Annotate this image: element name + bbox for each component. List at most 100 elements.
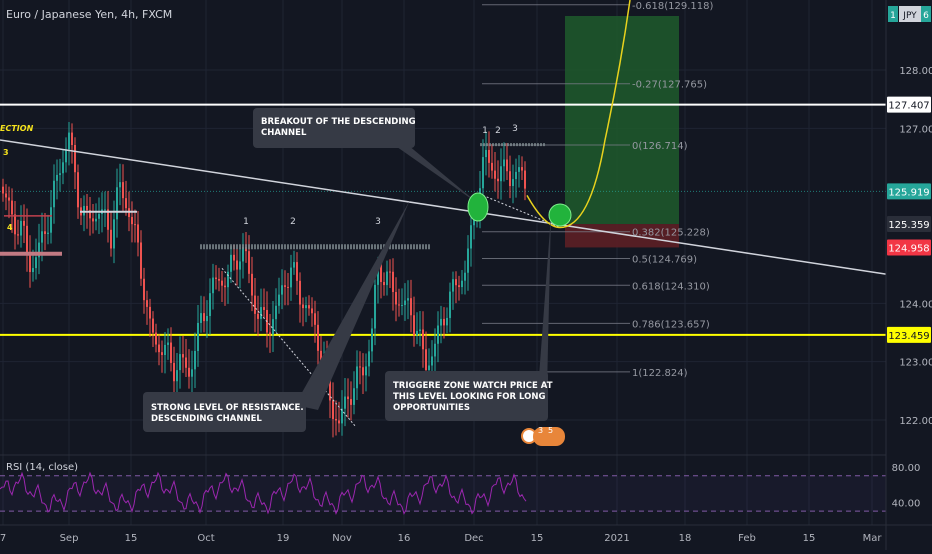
fib-label-4: 0.5(124.769) [632, 254, 697, 265]
candle-body [341, 408, 343, 424]
candle-body [74, 144, 76, 173]
event-badge-bg [533, 427, 565, 446]
candle-body [56, 174, 58, 181]
time-tick-3: Oct [197, 533, 214, 544]
candle-body [110, 229, 112, 249]
candle-body [44, 231, 46, 234]
rsi-tick-1: 40.00 [892, 498, 921, 509]
pattern-label-5: 3 [512, 124, 518, 134]
candle-body [419, 329, 421, 331]
candle-body [20, 220, 22, 236]
currency-badge-bg [899, 6, 921, 22]
event-badge-0: 3 [538, 426, 543, 435]
candle-body [293, 262, 295, 268]
candle-body [146, 300, 148, 307]
candle-body [17, 234, 19, 236]
candle-body [365, 366, 367, 376]
breakout-line-1: BREAKOUT OF THE DESCENDING [261, 117, 416, 127]
fib-label-5: 0.618(124.310) [632, 281, 710, 292]
resistance-line-2: DESCENDING CHANNEL [151, 414, 262, 424]
candle-body [140, 242, 142, 279]
fib-label-7: 1(122.824) [632, 368, 688, 379]
fib-label-2: 0(126.714) [632, 141, 688, 152]
time-tick-0: 7 [0, 533, 6, 544]
candle-body [458, 285, 460, 288]
projection-curve [526, 0, 631, 229]
price-tag-3-bg [887, 239, 931, 256]
candle-body [359, 366, 361, 368]
pattern-label-3: 1 [482, 126, 488, 136]
candle-body [125, 198, 127, 209]
candle-body [377, 264, 379, 285]
candle-body [254, 295, 256, 314]
candle-body [287, 286, 289, 288]
rsi-tick-0: 80.00 [892, 463, 921, 474]
candle-body [257, 313, 259, 319]
candle-body [236, 260, 238, 270]
resistance-callout-bg [143, 392, 306, 432]
candle-body [62, 162, 64, 174]
candle-body [434, 343, 436, 357]
candle-body [461, 280, 463, 288]
candle-body [185, 357, 187, 368]
candle-body [152, 318, 154, 333]
pattern-label-2: 3 [375, 217, 381, 227]
candle-body [284, 285, 286, 287]
price-tag-4-bg [887, 326, 931, 343]
candle-body [188, 367, 190, 377]
time-tick-2: 15 [125, 533, 138, 544]
time-tick-5: Nov [332, 533, 352, 544]
candle-body [92, 218, 94, 222]
breakout-callout-bg [253, 108, 415, 148]
candle-body [515, 171, 517, 180]
candle-body [356, 366, 358, 389]
candle-body [422, 329, 424, 350]
candle-body [5, 193, 7, 198]
rsi-title: RSI (14, close) [6, 462, 78, 473]
candle-body [512, 179, 514, 187]
candle-body [497, 178, 499, 182]
candle-body [23, 220, 25, 226]
price-tick-3: 123.000 [899, 358, 932, 369]
time-tick-4: 19 [277, 533, 290, 544]
candle-body [401, 305, 403, 307]
candle-body [263, 307, 265, 310]
candle-body [413, 315, 415, 335]
candle-body [41, 231, 43, 243]
candle-body [371, 328, 373, 352]
candle-body [509, 171, 511, 187]
candle-body [11, 200, 13, 215]
candle-body [131, 216, 133, 225]
candle-body [311, 308, 313, 314]
candle-body [197, 322, 199, 351]
candle-body [416, 330, 418, 335]
fib-label-6: 0.786(123.657) [632, 319, 710, 330]
price-tick-4: 122.000 [899, 416, 932, 427]
candle-body [431, 356, 433, 366]
candle-body [272, 319, 274, 335]
candle-body [305, 305, 307, 309]
candle-body [383, 281, 385, 286]
candle-body [344, 396, 346, 409]
rsi-band [0, 475, 886, 512]
candle-body [506, 159, 508, 172]
candle-body [182, 354, 184, 358]
candle-body [179, 354, 181, 371]
candle-body [278, 294, 280, 306]
candle-body [302, 304, 304, 309]
pattern-label-1: 2 [290, 217, 296, 227]
candle-body [503, 159, 505, 167]
candle-body [494, 170, 496, 179]
trigger-circle [548, 203, 572, 227]
candle-body [410, 298, 412, 316]
price-tag-0-bg [887, 96, 931, 113]
candle-body [299, 280, 301, 305]
candle-body [2, 186, 4, 194]
candle-body [455, 279, 457, 286]
candle-body [317, 324, 319, 351]
price-tick-0: 128.000 [899, 66, 932, 77]
candle-body [248, 251, 250, 274]
candle-body [59, 173, 61, 175]
pattern-label-0: 1 [243, 217, 249, 227]
